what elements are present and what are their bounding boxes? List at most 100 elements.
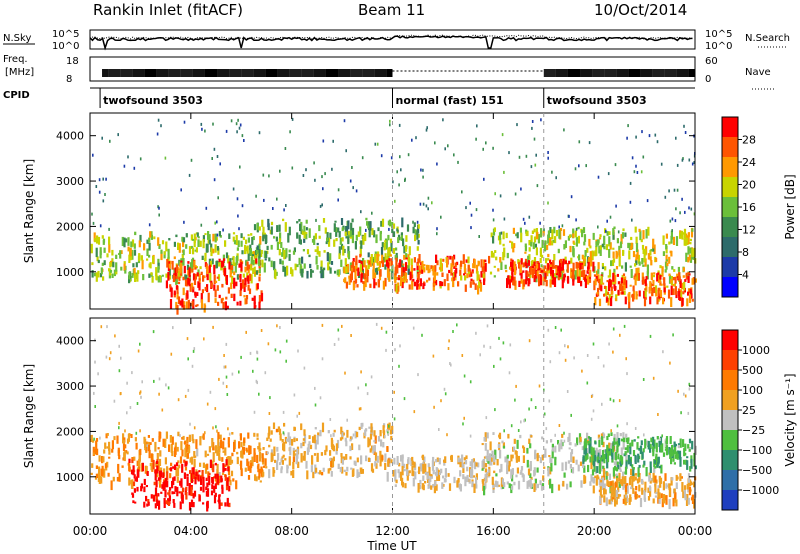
nave-tick-top: 60	[705, 56, 718, 67]
heatmap-cell	[568, 214, 570, 218]
heatmap-cell	[326, 252, 329, 262]
heatmap-cell	[138, 458, 141, 463]
heatmap-cell	[109, 261, 112, 268]
heatmap-cell	[324, 449, 327, 456]
heatmap-cell	[520, 469, 523, 475]
heatmap-cell	[649, 249, 652, 256]
heatmap-cell	[98, 475, 101, 484]
heatmap-cell	[191, 434, 194, 441]
colorbar-swatch	[722, 470, 738, 491]
heatmap-cell	[665, 249, 668, 254]
heatmap-cell	[368, 426, 371, 429]
heatmap-cell	[669, 361, 671, 365]
heatmap-cell	[493, 265, 496, 268]
heatmap-cell	[645, 276, 648, 280]
heatmap-cell	[207, 471, 210, 479]
heatmap-cell	[684, 131, 687, 134]
heatmap-cell	[195, 266, 198, 269]
heatmap-cell	[134, 273, 137, 282]
heatmap-cell	[643, 490, 646, 493]
heatmap-cell	[111, 249, 114, 256]
heatmap-cell	[313, 235, 316, 245]
heatmap-cell	[200, 476, 203, 485]
heatmap-cell	[244, 467, 247, 472]
heatmap-cell	[247, 475, 251, 480]
heatmap-cell	[545, 440, 548, 444]
freq-label: Freq.	[3, 54, 28, 65]
heatmap-cell	[312, 471, 315, 479]
heatmap-cell	[249, 351, 252, 355]
heatmap-cell	[566, 483, 569, 490]
heatmap-cell	[151, 438, 154, 442]
heatmap-cell	[230, 119, 233, 123]
heatmap-cell	[106, 446, 109, 449]
heatmap-cell	[303, 263, 306, 269]
heatmap-cell	[637, 254, 640, 264]
heatmap-cell	[584, 438, 587, 449]
heatmap-cell	[245, 295, 249, 300]
heatmap-cell	[643, 297, 647, 307]
heatmap-cell	[284, 222, 287, 232]
heatmap-cell	[256, 433, 259, 437]
heatmap-cell	[228, 502, 231, 508]
heatmap-cell	[453, 153, 455, 157]
heatmap-cell	[255, 258, 258, 264]
heatmap-cell	[550, 463, 553, 472]
heatmap-cell	[314, 427, 317, 430]
heatmap-cell	[485, 472, 489, 475]
heatmap-cell	[186, 473, 189, 477]
heatmap-cell	[104, 442, 107, 449]
heatmap-cell	[256, 454, 259, 463]
heatmap-cell	[629, 497, 632, 502]
heatmap-cell	[252, 369, 254, 373]
heatmap-cell	[539, 275, 543, 286]
heatmap-cell	[384, 453, 387, 463]
heatmap-cell	[500, 231, 503, 235]
heatmap-cell	[481, 468, 484, 471]
heatmap-cell	[123, 451, 126, 462]
heatmap-cell	[608, 342, 610, 346]
heatmap-cell	[380, 326, 383, 330]
heatmap-cell	[191, 268, 194, 273]
heatmap-cell	[161, 274, 164, 277]
heatmap-cell	[534, 406, 537, 409]
heatmap-cell	[634, 427, 637, 430]
heatmap-cell	[512, 247, 515, 253]
heatmap-cell	[213, 264, 216, 275]
heatmap-cell	[157, 447, 160, 450]
heatmap-cell	[412, 470, 415, 477]
heatmap-cell	[434, 480, 437, 486]
heatmap-cell	[173, 447, 177, 457]
heatmap-cell	[687, 473, 691, 483]
heatmap-cell	[361, 265, 364, 271]
heatmap-cell	[412, 226, 415, 234]
colorbar-label: Power [dB]	[783, 174, 797, 239]
heatmap-cell	[389, 119, 391, 123]
heatmap-cell	[464, 476, 467, 487]
heatmap-cell	[547, 151, 549, 154]
heatmap-cell	[241, 204, 244, 208]
heatmap-cell	[652, 238, 655, 249]
heatmap-cell	[598, 465, 601, 474]
heatmap-cell	[300, 229, 303, 235]
heatmap-cell	[199, 486, 203, 491]
heatmap-cell	[238, 126, 241, 130]
heatmap-cell	[105, 355, 108, 359]
heatmap-cell	[95, 272, 98, 282]
heatmap-cell	[506, 454, 509, 459]
heatmap-cell	[566, 390, 569, 393]
heatmap-cell	[118, 473, 121, 482]
heatmap-cell	[283, 422, 286, 427]
heatmap-cell	[150, 462, 153, 471]
heatmap-cell	[160, 124, 162, 128]
heatmap-cell	[410, 457, 413, 467]
heatmap-cell	[255, 476, 258, 482]
heatmap-cell	[619, 241, 623, 249]
heatmap-cell	[454, 276, 457, 281]
heatmap-cell	[568, 234, 572, 238]
heatmap-cell	[443, 387, 446, 391]
heatmap-cell	[589, 251, 592, 261]
heatmap-cell	[672, 333, 674, 337]
heatmap-cell	[518, 260, 521, 263]
